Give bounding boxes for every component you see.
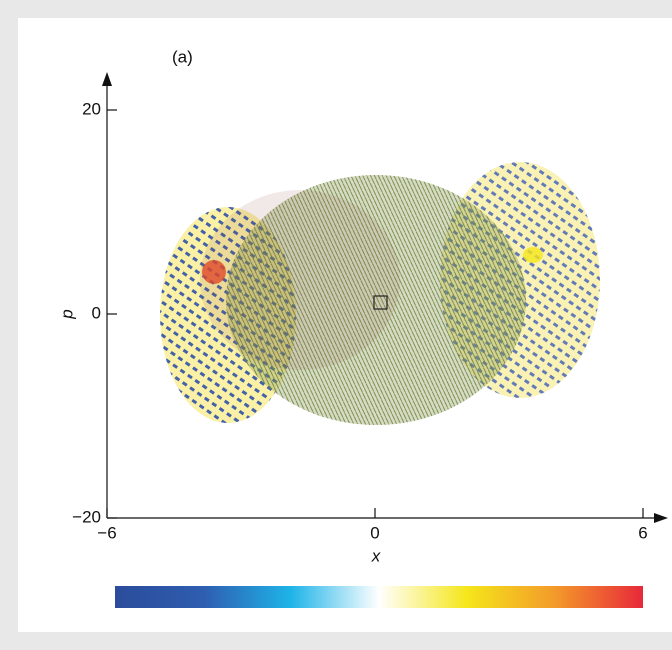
density-cloud [160, 162, 600, 425]
panel-label: (a) [172, 47, 193, 66]
y-tick-label: 0 [92, 303, 101, 322]
x-tick-label: 0 [370, 523, 379, 542]
colorbar [115, 586, 643, 608]
axes [106, 80, 660, 519]
y-axis-label: p [57, 309, 76, 319]
x-axis-label: x [371, 546, 381, 565]
x-tick-label: −6 [97, 523, 116, 542]
x-tick-label: 6 [638, 523, 647, 542]
y-tick-label: −20 [72, 507, 101, 526]
y-tick-label: 20 [82, 99, 101, 118]
